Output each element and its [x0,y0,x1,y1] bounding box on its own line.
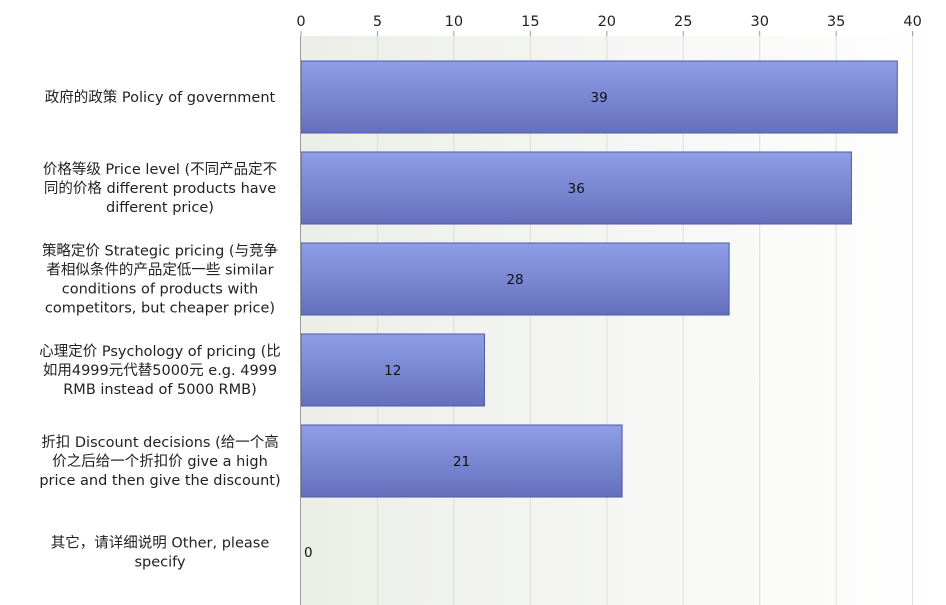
category-label: 折扣 Discount decisions (给一个高价之后给一个折扣价 giv… [39,434,280,489]
category-label-line: 价格等级 Price level (不同产品定不 [43,160,277,178]
data-label: 28 [506,272,523,288]
category-label-line: 其它，请详细说明 Other, please [51,534,270,552]
x-tick-label: 20 [598,14,616,30]
category-label-line: 策略定价 Strategic pricing (与竞争 [42,242,278,260]
x-tick-label: 30 [750,14,768,30]
category-label-line: 心理定价 Psychology of pricing (比 [39,343,281,360]
x-tick-label: 25 [674,14,692,30]
category-label-line: 如用4999元代替5000元 e.g. 4999 [43,362,277,379]
category-label: 价格等级 Price level (不同产品定不同的价格 different p… [43,160,277,216]
category-labels: 政府的政策 Policy of government 价格等级 Price lev… [39,89,281,571]
category-label-line: different price) [106,200,214,216]
x-tick-label: 10 [445,14,463,30]
category-label: 心理定价 Psychology of pricing (比如用4999元代替50… [39,343,281,398]
bar [300,424,623,498]
x-tick-label: 15 [521,14,539,30]
category-label-line: price and then give the discount) [39,473,280,489]
category-label-line: 折扣 Discount decisions (给一个高 [41,434,278,451]
category-label-line: 价之后给一个折扣价 give a high [52,453,268,470]
bar [300,333,485,407]
bar [300,60,898,134]
category-label-line: 同的价格 different products have [44,180,276,197]
data-label: 12 [384,363,401,379]
x-tick-label: 40 [903,14,921,30]
data-label: 21 [453,454,470,470]
data-label: 36 [568,181,585,197]
category-label: 其它，请详细说明 Other, please specify [51,534,270,571]
category-label-line: RMB instead of 5000 RMB) [63,382,257,398]
x-tick-label: 0 [296,14,305,30]
bar [300,151,852,225]
data-label: 39 [591,90,608,106]
category-label: 政府的政策 Policy of government [45,89,276,106]
category-label-line: 政府的政策 Policy of government [45,89,276,106]
category-label: 策略定价 Strategic pricing (与竞争者相似条件的产品定低一些 … [42,242,278,317]
category-label-line: conditions of products with [62,282,259,298]
x-tick-label: 35 [827,14,845,30]
category-label-line: competitors, but cheaper price) [45,301,275,317]
category-label-line: specify [134,555,186,571]
data-label: 0 [304,545,313,561]
x-tick-label: 5 [373,14,382,30]
category-label-line: 者相似条件的产品定低一些 similar [46,262,273,279]
bar [300,242,730,316]
x-axis-ticks: 0 5 10 15 20 25 30 35 40 [296,14,922,36]
bars: 39 36 28 12 21 0 [300,60,898,561]
